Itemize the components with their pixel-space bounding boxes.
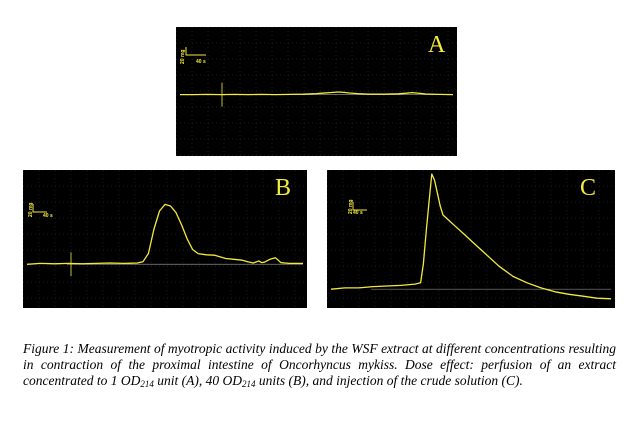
panel-b: B 20 mg 40 s — [23, 170, 307, 308]
chart-c — [327, 170, 615, 308]
scale-bar — [185, 47, 206, 56]
panel-c: C 20 mg 40 s — [327, 170, 615, 308]
chart-b — [23, 170, 307, 308]
caption-text-3: units (B), and injection of the crude so… — [255, 373, 523, 388]
trace-line — [26, 203, 303, 265]
trace-line — [180, 91, 454, 96]
panel-letter-b: B — [275, 175, 292, 201]
caption-text-2: unit (A), 40 OD — [153, 373, 242, 388]
scale-bar — [352, 202, 367, 211]
scale-force-b: 20 mg — [28, 202, 34, 217]
caption-sub-1: 214 — [140, 379, 154, 389]
panel-letter-c: C — [580, 175, 597, 201]
scale-time-b: 40 s — [43, 213, 53, 219]
caption-text-1: Figure 1: Measurement of myotropic activ… — [23, 341, 616, 388]
panel-a: A 20 mg 40 s — [176, 27, 457, 156]
scale-time-a: 40 s — [196, 59, 206, 65]
panel-letter-a: A — [428, 32, 446, 58]
chart-a — [176, 27, 457, 156]
trace-line — [330, 173, 612, 300]
caption-sub-2: 214 — [241, 379, 256, 389]
scale-bar — [32, 204, 47, 213]
figure-caption: Figure 1: Measurement of myotropic activ… — [23, 341, 616, 390]
scale-force-a: 20 mg — [180, 49, 186, 64]
scale-time-c: 40 s — [353, 210, 363, 216]
